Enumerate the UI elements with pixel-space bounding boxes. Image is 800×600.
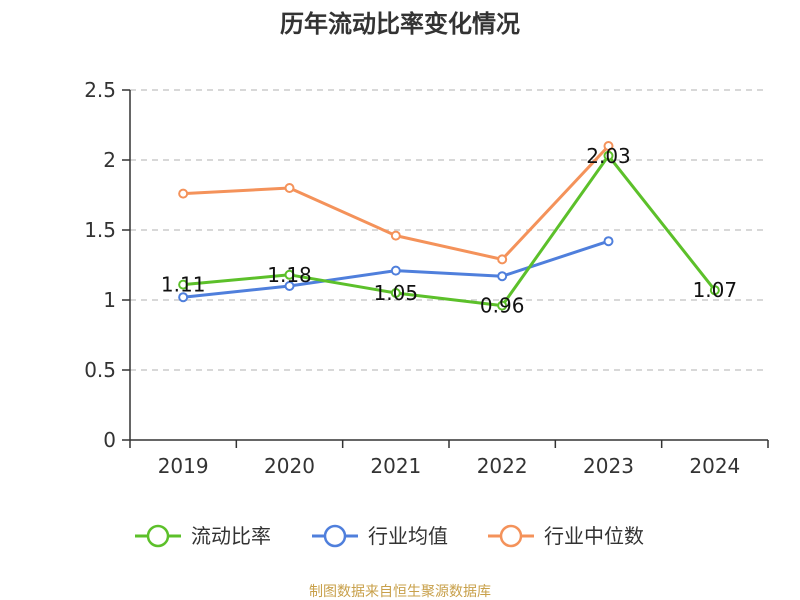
data-point — [709, 285, 720, 296]
x-tick-label: 2020 — [264, 454, 315, 478]
data-label: 1.05 — [374, 281, 419, 305]
data-point — [497, 300, 508, 311]
legend-item[interactable]: 流动比率 — [135, 524, 271, 548]
data-point — [497, 254, 508, 265]
data-point — [284, 281, 295, 291]
gridlines — [130, 89, 768, 371]
legend-label: 流动比率 — [191, 524, 271, 548]
legend-label: 行业中位数 — [544, 524, 644, 548]
chart-title: 历年流动比率变化情况 — [280, 10, 520, 38]
data-point — [178, 279, 189, 290]
data-label: 1.18 — [267, 263, 312, 287]
legend: 流动比率 行业均值 行业中位数 — [135, 524, 644, 548]
legend-item[interactable]: 行业均值 — [312, 524, 448, 548]
y-axis: 0 0.5 1 1.5 2 2.5 — [84, 78, 131, 452]
series-lines — [178, 141, 720, 311]
y-tick-label: 0 — [103, 428, 116, 452]
legend-marker — [499, 524, 523, 548]
x-tick-label: 2024 — [689, 454, 740, 478]
y-tick-label: 0.5 — [84, 358, 116, 382]
y-tick-label: 2 — [103, 148, 116, 172]
data-point — [178, 292, 189, 303]
data-point — [284, 183, 295, 193]
y-tick-label: 1.5 — [84, 218, 116, 242]
x-tick-label: 2022 — [477, 454, 528, 478]
data-point — [603, 141, 614, 151]
data-point — [603, 150, 614, 161]
legend-marker — [146, 524, 170, 548]
data-point — [497, 271, 508, 282]
x-tick-label: 2021 — [370, 454, 421, 478]
data-point — [603, 236, 614, 247]
x-axis: 2019 2020 2021 2022 2023 2024 — [129, 439, 769, 478]
data-point — [284, 269, 295, 280]
data-point — [390, 288, 401, 298]
source-note: 制图数据来自恒生聚源数据库 — [309, 584, 491, 600]
legend-item[interactable]: 行业中位数 — [488, 524, 644, 548]
series-line — [183, 154, 717, 308]
data-point — [390, 230, 401, 241]
legend-label: 行业均值 — [368, 524, 448, 548]
data-point — [178, 188, 189, 199]
x-tick-label: 2019 — [158, 454, 209, 478]
data-labels: 1.11 1.18 1.05 0.96 2.03 1.07 — [161, 144, 737, 318]
x-tick-label: 2023 — [583, 454, 634, 478]
y-tick-label: 1 — [103, 288, 116, 312]
data-label: 1.11 — [161, 273, 206, 297]
data-label: 0.96 — [480, 294, 525, 318]
data-point — [390, 265, 401, 276]
data-label: 2.03 — [586, 144, 631, 168]
data-label: 1.07 — [693, 278, 738, 302]
series-line — [183, 144, 610, 261]
y-tick-label: 2.5 — [84, 78, 116, 102]
legend-marker — [323, 524, 347, 548]
